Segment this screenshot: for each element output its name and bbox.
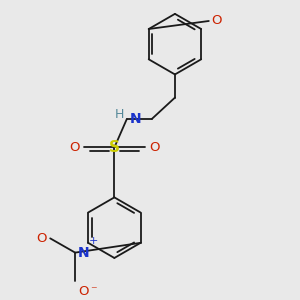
Text: O: O: [149, 141, 159, 154]
Text: O: O: [69, 141, 80, 154]
Text: O: O: [211, 14, 221, 28]
Text: +: +: [89, 236, 98, 246]
Text: N: N: [130, 112, 141, 126]
Text: O: O: [78, 285, 88, 298]
Text: N: N: [78, 246, 90, 260]
Text: H: H: [114, 108, 124, 121]
Text: S: S: [109, 140, 120, 155]
Text: ⁻: ⁻: [90, 284, 97, 297]
Text: O: O: [36, 232, 47, 245]
